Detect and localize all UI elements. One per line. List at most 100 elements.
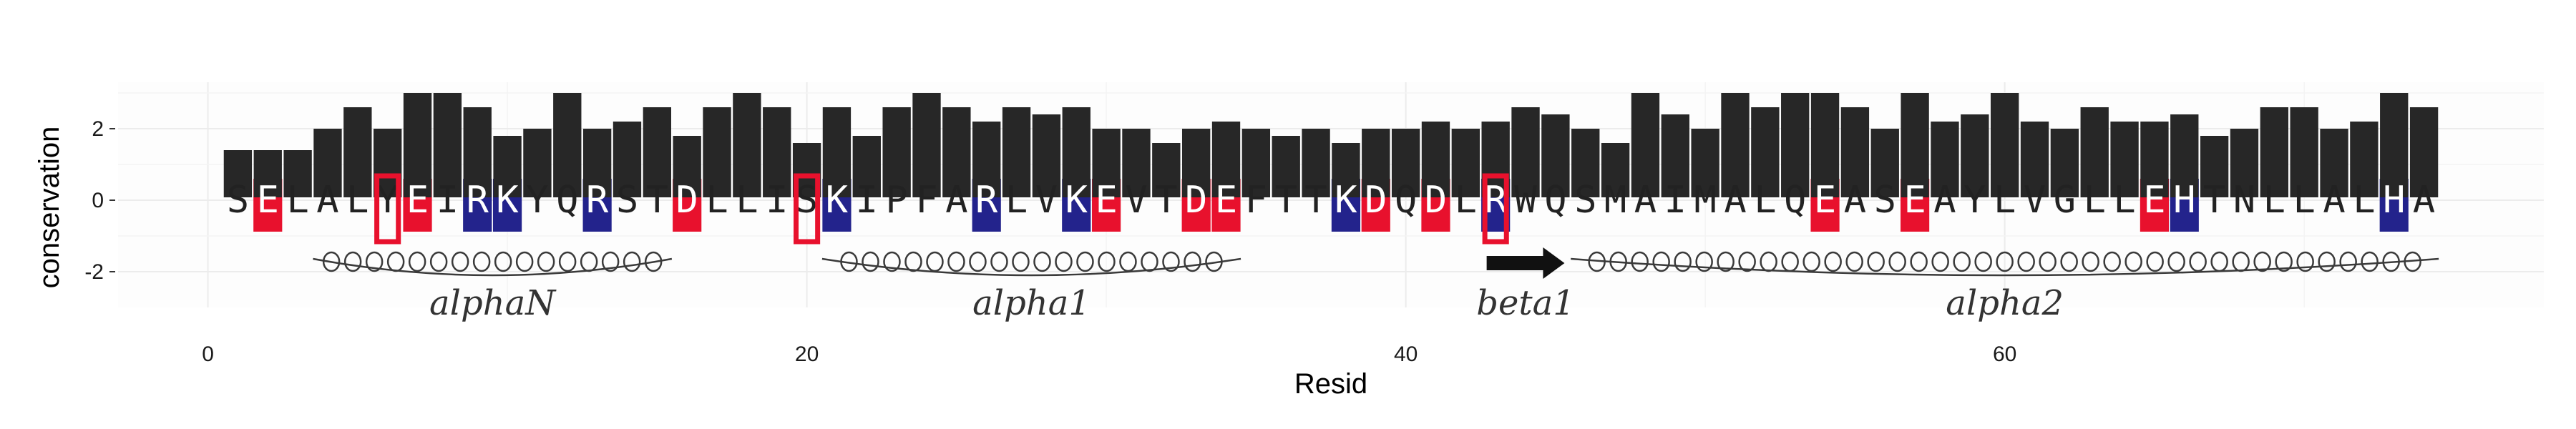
sequence-letter: R <box>586 179 609 222</box>
sequence-letter: S <box>1574 179 1596 222</box>
conservation-bar <box>1451 129 1480 197</box>
sequence-letter: Q <box>556 179 578 222</box>
sequence-letter: L <box>1455 179 1477 222</box>
helix-alpha2 <box>1571 251 2439 277</box>
sequence-letter: S <box>1874 179 1896 222</box>
conservation-bar <box>942 107 971 197</box>
conservation-bar <box>2320 129 2348 197</box>
sequence-letter: T <box>646 179 668 222</box>
conservation-bar <box>2140 122 2169 197</box>
helix-loop <box>2382 251 2400 272</box>
conservation-bar <box>1931 122 1959 197</box>
helix-loop <box>601 251 620 272</box>
sequence-letter: L <box>2084 179 2106 222</box>
sequence-letter: E <box>406 179 429 222</box>
helix-loop <box>429 251 448 272</box>
sequence-letter: L <box>1994 179 2016 222</box>
helix-loop <box>365 251 384 272</box>
conservation-bar <box>1601 143 1630 197</box>
helix-loop <box>2146 251 2164 272</box>
conservation-bar <box>763 107 791 197</box>
helix-loop <box>883 251 901 272</box>
helix-loop <box>537 251 555 272</box>
x-axis-title: Resid <box>1294 368 1367 400</box>
sequence-letter: L <box>706 179 728 222</box>
sequence-letter: I <box>766 179 788 222</box>
helix-loop <box>1012 251 1030 272</box>
sequence-letter: A <box>1933 179 1956 222</box>
strand-beta1 <box>1486 247 1565 279</box>
helix-loop <box>2103 251 2121 272</box>
sequence-letter: E <box>257 179 279 222</box>
helix-baseline <box>821 257 1241 277</box>
conservation-bar <box>1751 107 1780 197</box>
conservation-bar <box>582 129 612 197</box>
conservation-bar <box>223 150 253 197</box>
conservation-bar <box>613 122 642 197</box>
sequence-letter: V <box>1125 179 1147 222</box>
helix-loop <box>1867 251 1885 272</box>
sequence-letter: D <box>1185 179 1207 222</box>
conservation-bar <box>1631 93 1660 197</box>
conservation-bar <box>1302 129 1330 197</box>
secondary-structure: alphaN alpha1 beta1 alpha2 <box>313 247 2439 323</box>
residue-box <box>1482 173 1509 245</box>
conservation-bar <box>1391 129 1420 197</box>
sequence-letter: E <box>2143 179 2165 222</box>
sequence-letter: K <box>496 179 519 222</box>
conservation-bar <box>433 93 462 197</box>
y-tick-label: -2 <box>84 260 104 284</box>
helix-loop <box>990 251 1008 272</box>
sequence-letter: Y <box>526 179 548 222</box>
helix-loop <box>1695 251 1713 272</box>
sequence-letter: T <box>2203 179 2225 222</box>
helix-loop <box>2082 251 2099 272</box>
helix-loop <box>1652 251 1670 272</box>
helix-loop <box>2210 251 2228 272</box>
helix-loop <box>2318 251 2336 272</box>
helix-baseline <box>1571 257 2439 277</box>
sequence-letter: A <box>945 179 967 222</box>
sequence-letter: A <box>316 179 338 222</box>
conservation-bar <box>2290 107 2318 197</box>
strand-arrow <box>1486 247 1565 279</box>
helix-loop <box>644 251 663 272</box>
conservation-bar <box>912 93 941 197</box>
conservation-bar <box>1421 122 1450 197</box>
conservation-bar <box>1901 93 1929 197</box>
helix-loop <box>969 251 987 272</box>
helix-alpha1 <box>821 251 1241 277</box>
helix-loop <box>1055 251 1073 272</box>
sequence-letter: I <box>436 179 459 222</box>
helix-loop <box>1953 251 1971 272</box>
sequence-letter: R <box>975 179 998 222</box>
conservation-bar <box>1661 114 1689 197</box>
helix-loop <box>1738 251 1756 272</box>
sequence-letter: T <box>1275 179 1297 222</box>
helix-loop <box>580 251 598 272</box>
conservation-bar <box>1571 129 1600 197</box>
helix-loop <box>1931 251 1949 272</box>
helix-loop <box>2339 251 2357 272</box>
sequence-letter: A <box>1634 179 1657 222</box>
sequence-letter: W <box>1514 179 1537 222</box>
conservation-bar <box>673 136 701 197</box>
sequence-letter: E <box>1814 179 1836 222</box>
helix-loop <box>1674 251 1692 272</box>
helix-loop <box>1824 251 1842 272</box>
helix-loop <box>1802 251 1820 272</box>
helix-loop <box>1588 251 1606 272</box>
conservation-bar <box>733 93 761 197</box>
sequence-letter: K <box>1065 179 1088 222</box>
conservation-bar <box>1691 129 1719 197</box>
ss-label-alpha2: alpha2 <box>1946 283 2064 323</box>
conservation-bar <box>2170 114 2199 197</box>
residue-boxes <box>374 173 1509 245</box>
helix-loop <box>2060 251 2078 272</box>
conservation-bar <box>882 107 911 197</box>
helix-alphaN <box>313 251 673 277</box>
helix-loop <box>926 251 944 272</box>
helix-loop <box>1996 251 2014 272</box>
sequence-letter: Y <box>376 179 399 222</box>
conservation-bar <box>1062 107 1091 197</box>
